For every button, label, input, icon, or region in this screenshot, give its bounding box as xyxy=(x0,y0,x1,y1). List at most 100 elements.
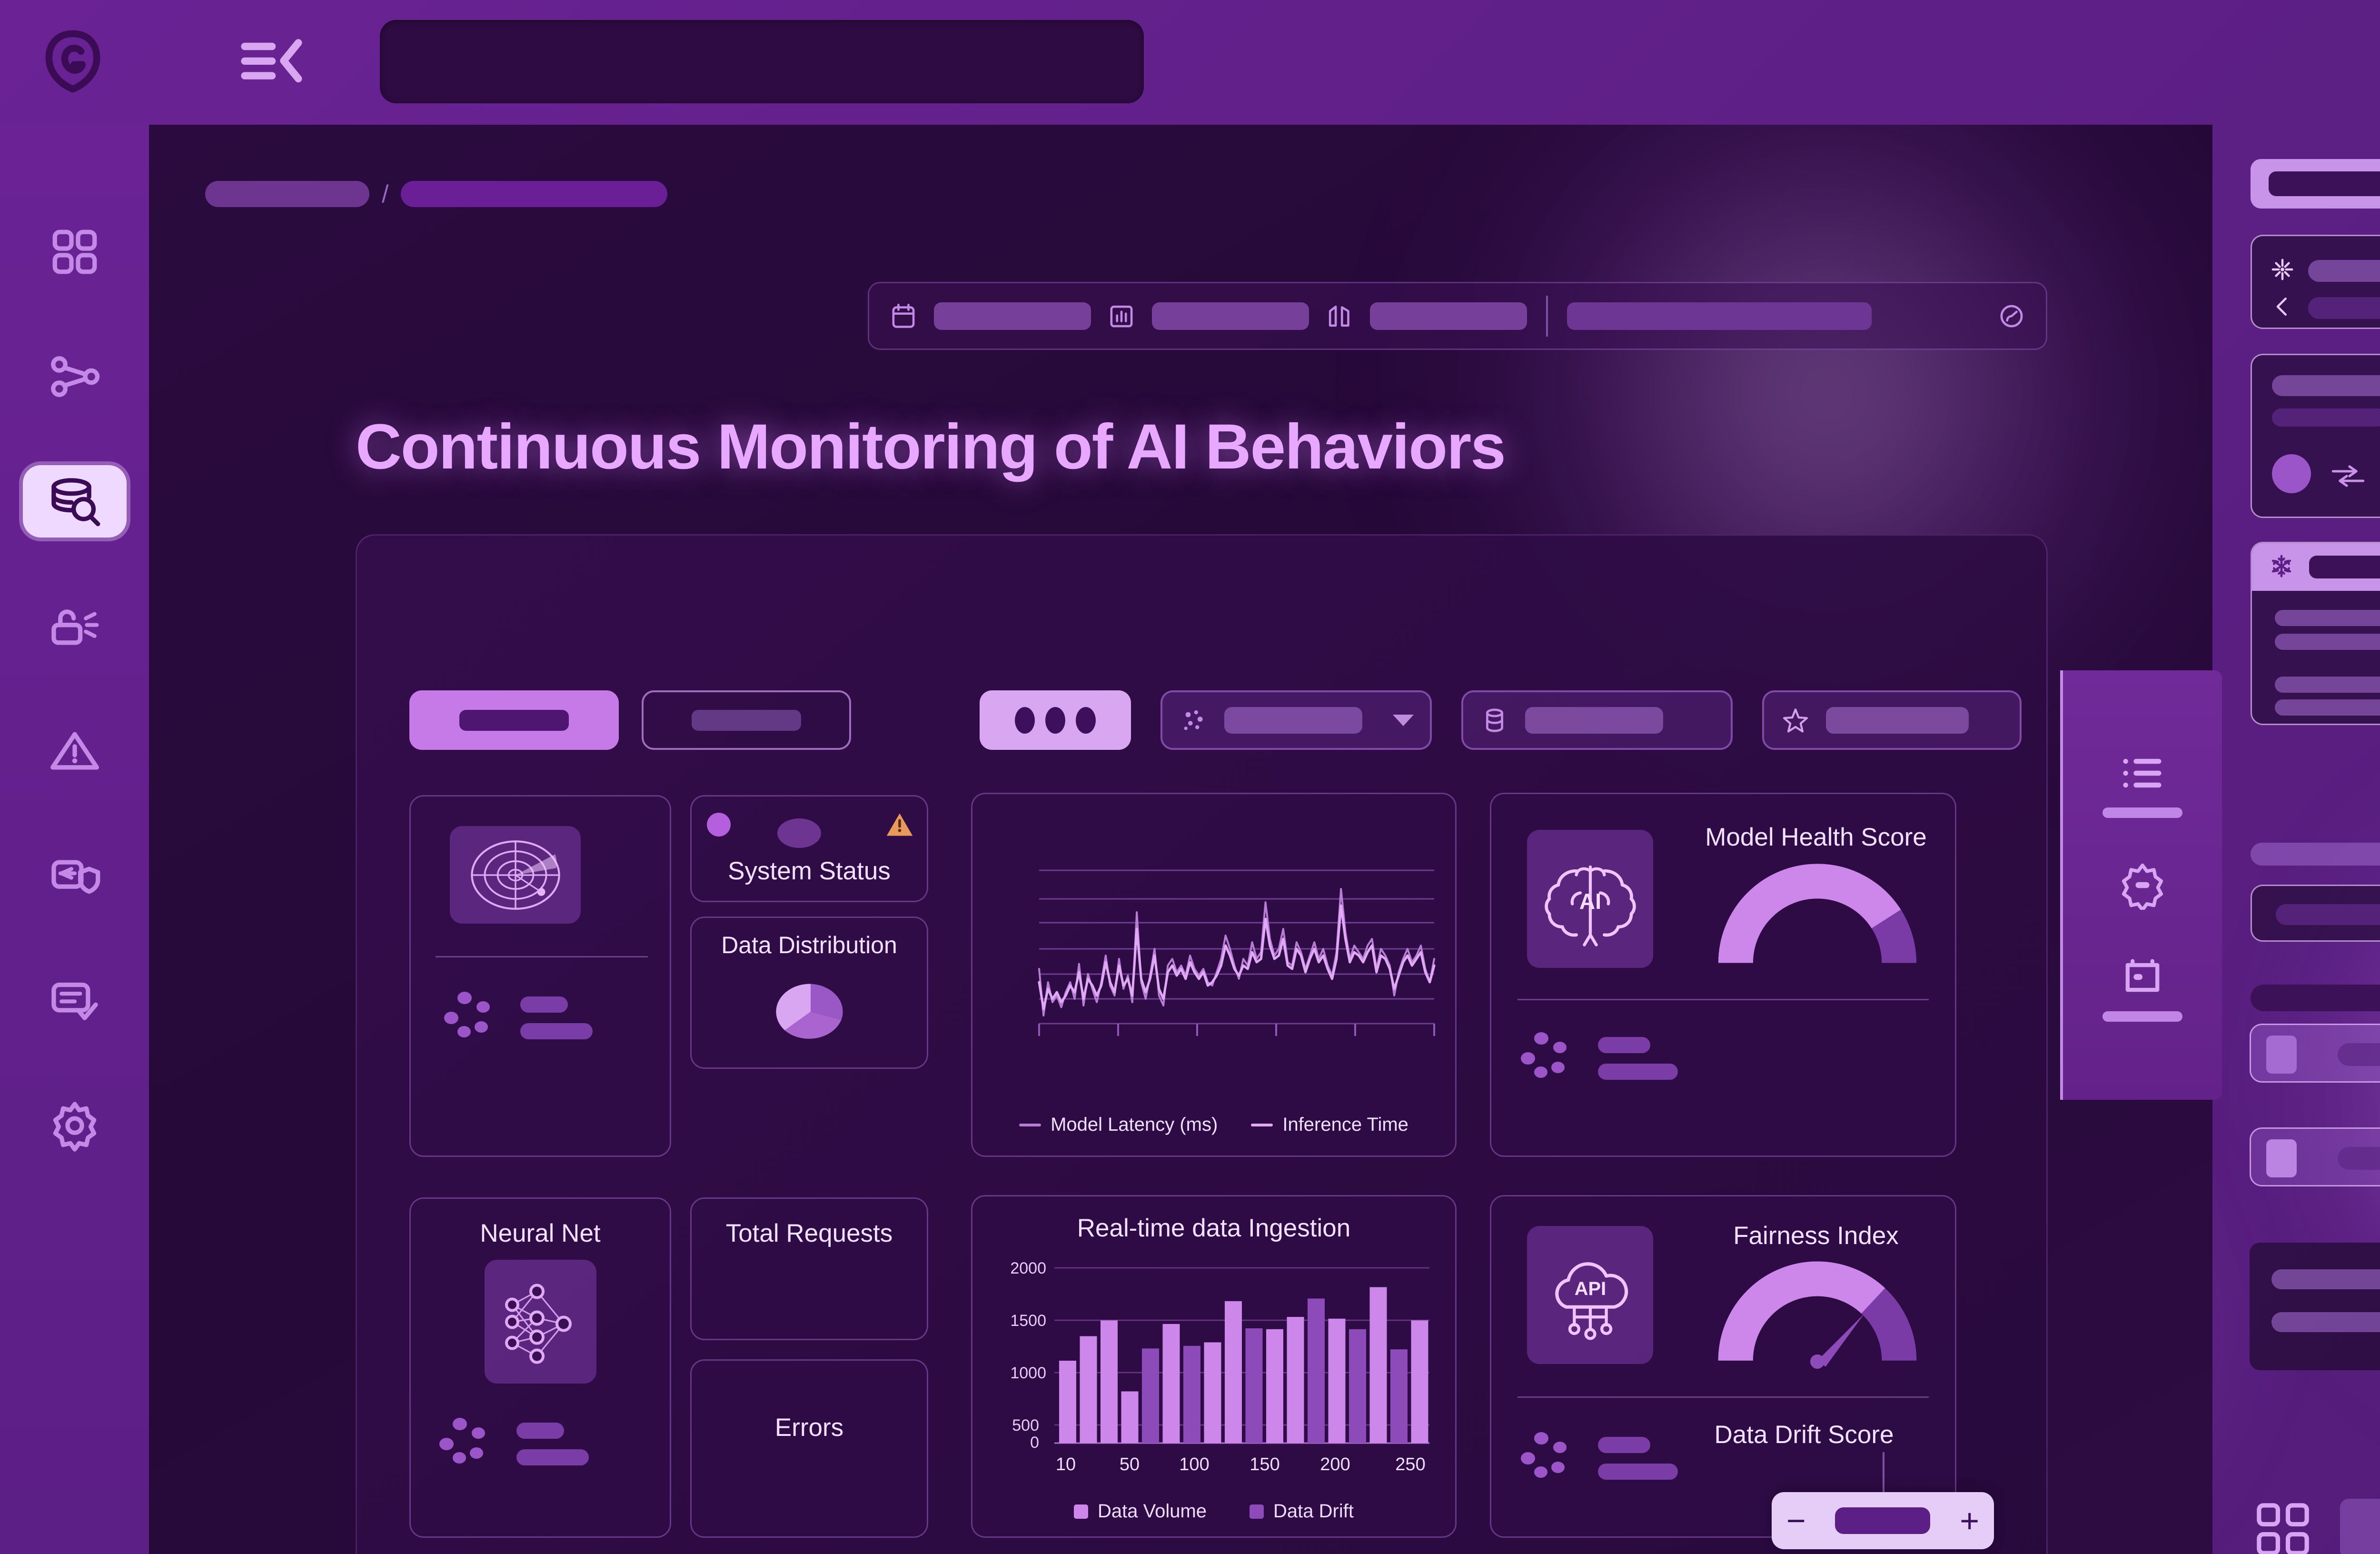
bar xyxy=(1121,1391,1139,1443)
info-value-1 xyxy=(2308,259,2380,282)
right-panel-button-1-label xyxy=(2276,904,2380,925)
network-share-icon xyxy=(50,356,99,397)
svg-text:100: 100 xyxy=(1179,1454,1209,1474)
more-options-button[interactable] xyxy=(980,690,1131,750)
float-list-underline xyxy=(2102,807,2182,818)
zoom-in-button[interactable]: + xyxy=(1960,1502,1980,1539)
api-cloud-icon: API xyxy=(1555,1262,1628,1340)
right-panel-list-item[interactable] xyxy=(2250,1127,2380,1186)
svg-text:1000: 1000 xyxy=(1010,1364,1046,1382)
zoom-out-button[interactable]: − xyxy=(1786,1502,1806,1539)
sidebar-item-access[interactable] xyxy=(23,590,127,662)
toolbar-value-3[interactable] xyxy=(1370,302,1527,330)
right-panel-note-card[interactable] xyxy=(2251,542,2380,725)
list-item-label xyxy=(2338,1043,2380,1066)
right-panel-list-item[interactable] xyxy=(2250,1024,2380,1083)
svg-text:200: 200 xyxy=(1320,1454,1350,1474)
system-status-title: System Status xyxy=(728,857,891,885)
neural-network-icon xyxy=(505,1284,572,1364)
sidebar-item-data-explorer[interactable] xyxy=(22,465,127,538)
app-logo[interactable] xyxy=(37,26,109,97)
zoom-level-value[interactable] xyxy=(1835,1507,1931,1534)
sidebar-item-reports[interactable] xyxy=(23,964,127,1036)
float-calendar-button[interactable] xyxy=(2102,952,2182,1022)
breadcrumb-item-1[interactable] xyxy=(205,181,369,207)
fairness-index-gauge xyxy=(1715,1258,1920,1376)
model-health-widget[interactable]: AI Model Health Score xyxy=(1490,793,1956,1157)
float-settings-button[interactable] xyxy=(2118,860,2167,910)
right-panel-info-card[interactable] xyxy=(2251,235,2380,329)
toolbar-value-2[interactable] xyxy=(1152,302,1309,330)
sidebar xyxy=(0,123,149,1554)
sidebar-collapse-button[interactable] xyxy=(237,35,304,88)
neural-net-widget[interactable]: Neural Net xyxy=(409,1197,671,1538)
dataset-select[interactable] xyxy=(1461,690,1733,750)
bar xyxy=(1162,1324,1180,1443)
bar xyxy=(1308,1298,1325,1443)
arrow-transfer-icon xyxy=(2331,464,2365,487)
float-list-button[interactable] xyxy=(2102,748,2182,818)
bar-chart-canvas: 2000 1500 1000 500 0 xyxy=(1010,1259,1429,1474)
dataset-select-value xyxy=(1525,707,1663,734)
total-requests-widget[interactable]: Total Requests xyxy=(690,1197,928,1340)
legend-item: Data Drift xyxy=(1250,1501,1354,1522)
bar-chart-icon[interactable] xyxy=(1103,298,1140,334)
ellipsis-icon-dot xyxy=(1045,707,1065,734)
list-item-tile xyxy=(2266,1139,2297,1177)
chevron-left-icon xyxy=(2269,293,2296,322)
gauge-icon[interactable] xyxy=(1993,298,2030,334)
avatar xyxy=(2272,454,2311,493)
svg-text:0: 0 xyxy=(1030,1434,1039,1452)
model-health-gauge xyxy=(1715,861,1920,973)
list-item-tile xyxy=(2266,1036,2297,1074)
grid-dashboard-icon xyxy=(52,229,97,274)
legend-item: Model Latency (ms) xyxy=(1019,1114,1218,1136)
note-card-header[interactable] xyxy=(2252,543,2380,591)
ingestion-bar-chart-widget[interactable]: Real-time data Ingestion 2000 1500 1000 … xyxy=(971,1195,1457,1538)
tab-secondary[interactable] xyxy=(642,690,851,750)
warning-triangle-icon xyxy=(885,810,914,837)
system-status-widget[interactable]: System Status xyxy=(690,795,928,902)
toolbar-value-1[interactable] xyxy=(934,302,1091,330)
note-line-2 xyxy=(2275,634,2380,650)
model-select[interactable] xyxy=(1160,690,1432,750)
radar-widget[interactable] xyxy=(409,795,671,1157)
radar-meta xyxy=(444,992,593,1044)
bar xyxy=(1266,1329,1283,1443)
fairness-meta xyxy=(1521,1432,1678,1484)
legend-label: Data Volume xyxy=(1098,1501,1207,1522)
grid-icon[interactable] xyxy=(2251,1498,2314,1554)
data-distribution-widget[interactable]: Data Distribution xyxy=(690,916,928,1069)
sparkle-ai-icon xyxy=(1179,705,1209,736)
right-panel-profile-card[interactable] xyxy=(2251,354,2380,518)
global-search-input[interactable] xyxy=(380,20,1144,103)
sidebar-item-pipelines[interactable] xyxy=(23,340,127,413)
chart-up-icon[interactable] xyxy=(1321,298,1358,334)
right-panel-footer-card[interactable] xyxy=(2250,1243,2380,1370)
right-panel-button-1[interactable] xyxy=(2251,885,2380,942)
sidebar-item-dashboard[interactable] xyxy=(23,216,127,288)
toolbar-divider xyxy=(1546,295,1548,337)
neural-net-meta xyxy=(439,1418,589,1470)
bottom-tile-1[interactable] xyxy=(2340,1499,2380,1554)
toolbar-search-input[interactable] xyxy=(1567,302,1872,330)
note-line-3 xyxy=(2275,677,2380,693)
fairness-index-widget[interactable]: API Fairness Index Data Drift Score xyxy=(1490,1195,1956,1538)
info-row-2 xyxy=(2269,293,2380,322)
sidebar-item-alerts[interactable] xyxy=(23,715,127,787)
errors-widget[interactable]: Errors xyxy=(690,1359,928,1538)
latency-line-chart-widget[interactable]: Model Latency (ms) Inference Time xyxy=(971,793,1457,1157)
breadcrumb-item-2[interactable] xyxy=(401,181,668,207)
model-health-title: Model Health Score xyxy=(1705,823,1927,851)
svg-text:50: 50 xyxy=(1120,1454,1140,1474)
sidebar-item-compliance[interactable] xyxy=(23,839,127,912)
model-select-value xyxy=(1224,707,1362,734)
neural-net-skeleton-lines xyxy=(516,1423,589,1465)
favorites-select[interactable] xyxy=(1762,690,2022,750)
tab-primary[interactable] xyxy=(409,690,619,750)
right-panel-search[interactable] xyxy=(2251,159,2380,209)
gear-icon xyxy=(53,1102,96,1152)
sidebar-item-settings[interactable] xyxy=(23,1089,127,1161)
calendar-icon[interactable] xyxy=(885,298,922,334)
info-row-1 xyxy=(2269,256,2380,285)
